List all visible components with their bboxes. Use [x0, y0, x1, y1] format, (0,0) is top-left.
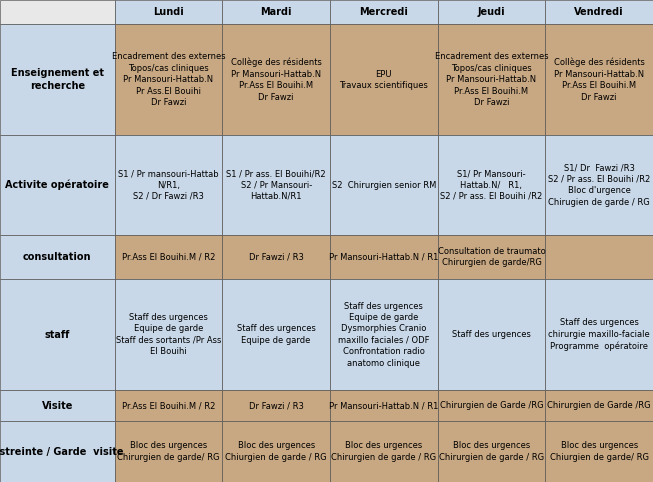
Text: Bloc des urgences
Chirurgien de garde/ RG: Bloc des urgences Chirurgien de garde/ R… [118, 442, 219, 462]
Text: Collège des résidents
Pr Mansouri-Hattab.N
Pr.Ass El Bouihi.M
Dr Fawzi: Collège des résidents Pr Mansouri-Hattab… [554, 58, 645, 102]
Text: S1/ Dr  Fawzi /R3
S2 / Pr ass. El Bouihi /R2
Bloc d'urgence
Chirugien de garde /: S1/ Dr Fawzi /R3 S2 / Pr ass. El Bouihi … [548, 163, 650, 207]
Bar [330, 421, 438, 482]
Bar [330, 0, 438, 25]
Text: Consultation de traumato
Chirurgien de garde/RG: Consultation de traumato Chirurgien de g… [438, 247, 545, 268]
Text: Encadrement des externes
Topos/cas cliniques
Pr Mansouri-Hattab.N
Pr Ass.El Boui: Encadrement des externes Topos/cas clini… [112, 53, 225, 107]
Bar [222, 421, 330, 482]
Text: Vendredi: Vendredi [575, 7, 624, 17]
Bar [438, 390, 545, 421]
Text: Pr.Ass El Bouihi.M / R2: Pr.Ass El Bouihi.M / R2 [122, 253, 215, 262]
Text: EPU
Travaux scientifiques: EPU Travaux scientifiques [340, 69, 428, 90]
Bar [0, 25, 115, 135]
Bar [222, 390, 330, 421]
Bar [222, 279, 330, 390]
Bar [438, 235, 545, 279]
Text: staff: staff [44, 330, 70, 340]
Text: Staff des urgences
Equipe de garde
Dysmorphies Cranio
maxillo faciales / ODF
Con: Staff des urgences Equipe de garde Dysmo… [338, 302, 430, 368]
Text: Visite: Visite [42, 401, 73, 411]
Text: Bloc des urgences
Chirurgien de garde / RG: Bloc des urgences Chirurgien de garde / … [439, 442, 544, 462]
Text: Mardi: Mardi [261, 7, 292, 17]
Bar [545, 0, 653, 25]
Bar [0, 235, 115, 279]
Bar [545, 25, 653, 135]
Text: Dr Fawzi / R3: Dr Fawzi / R3 [249, 401, 304, 410]
Bar [0, 279, 115, 390]
Text: Pr Mansouri-Hattab.N / R1: Pr Mansouri-Hattab.N / R1 [329, 253, 439, 262]
Bar [330, 135, 438, 235]
Text: Bloc des urgences
Chirurgien de garde / RG: Bloc des urgences Chirurgien de garde / … [331, 442, 436, 462]
Text: Pr Mansouri-Hattab.N / R1: Pr Mansouri-Hattab.N / R1 [329, 401, 439, 410]
Bar [0, 0, 115, 25]
Bar [545, 235, 653, 279]
Text: Staff des urgences
Equipe de garde: Staff des urgences Equipe de garde [237, 324, 315, 345]
Bar [438, 0, 545, 25]
Text: Staff des urgences: Staff des urgences [452, 330, 531, 339]
Bar [115, 421, 222, 482]
Bar [0, 421, 115, 482]
Text: Bloc des urgences
Chiurgien de garde/ RG: Bloc des urgences Chiurgien de garde/ RG [550, 442, 648, 462]
Bar [0, 135, 115, 235]
Bar [222, 25, 330, 135]
Text: Pr.Ass El Bouihi.M / R2: Pr.Ass El Bouihi.M / R2 [122, 401, 215, 410]
Bar [545, 421, 653, 482]
Bar [115, 279, 222, 390]
Bar [0, 390, 115, 421]
Text: Enseignement et
recherche: Enseignement et recherche [11, 68, 104, 91]
Bar [545, 279, 653, 390]
Text: S1 / Pr ass. El Bouihi/R2
S2 / Pr Mansouri-
Hattab.N/R1: S1 / Pr ass. El Bouihi/R2 S2 / Pr Mansou… [227, 169, 326, 201]
Bar [115, 135, 222, 235]
Bar [222, 135, 330, 235]
Bar [438, 25, 545, 135]
Bar [330, 390, 438, 421]
Text: Encadrement des externes
Topos/cas cliniques
Pr Mansouri-Hattab.N
Pr.Ass El Boui: Encadrement des externes Topos/cas clini… [435, 53, 549, 107]
Text: S1/ Pr Mansouri-
Hattab.N/   R1,
S2 / Pr ass. El Bouihi /R2: S1/ Pr Mansouri- Hattab.N/ R1, S2 / Pr a… [440, 169, 543, 201]
Text: Activite opératoire: Activite opératoire [5, 180, 109, 190]
Text: consultation: consultation [23, 252, 91, 262]
Text: Staff des urgences
Equipe de garde
Staff des sortants /Pr Ass
El Bouihi: Staff des urgences Equipe de garde Staff… [116, 313, 221, 356]
Text: S2  Chirurgien senior RM: S2 Chirurgien senior RM [332, 181, 436, 189]
Text: Lundi: Lundi [153, 7, 184, 17]
Bar [545, 135, 653, 235]
Text: Dr Fawzi / R3: Dr Fawzi / R3 [249, 253, 304, 262]
Text: Jeudi: Jeudi [478, 7, 505, 17]
Text: Mercredi: Mercredi [359, 7, 408, 17]
Text: Bloc des urgences
Chiurgien de garde / RG: Bloc des urgences Chiurgien de garde / R… [225, 442, 327, 462]
Bar [115, 0, 222, 25]
Bar [438, 279, 545, 390]
Text: Chirurgien de Garde /RG: Chirurgien de Garde /RG [439, 401, 543, 410]
Bar [330, 235, 438, 279]
Text: Astreinte / Garde  visite: Astreinte / Garde visite [0, 446, 123, 456]
Bar [222, 235, 330, 279]
Bar [115, 235, 222, 279]
Text: Collège des résidents
Pr Mansouri-Hattab.N
Pr.Ass El Bouihi.M
Dr Fawzi: Collège des résidents Pr Mansouri-Hattab… [231, 58, 321, 102]
Text: S1 / Pr mansouri-Hattab
N/R1,
S2 / Dr Fawzi /R3: S1 / Pr mansouri-Hattab N/R1, S2 / Dr Fa… [118, 169, 219, 201]
Bar [330, 279, 438, 390]
Text: Staff des urgences
chirurgie maxillo-faciale
Programme  opératoire: Staff des urgences chirurgie maxillo-fac… [549, 318, 650, 351]
Text: Chirurgien de Garde /RG: Chirurgien de Garde /RG [547, 401, 651, 410]
Bar [330, 25, 438, 135]
Bar [115, 25, 222, 135]
Bar [222, 0, 330, 25]
Bar [545, 390, 653, 421]
Bar [115, 390, 222, 421]
Bar [438, 135, 545, 235]
Bar [438, 421, 545, 482]
